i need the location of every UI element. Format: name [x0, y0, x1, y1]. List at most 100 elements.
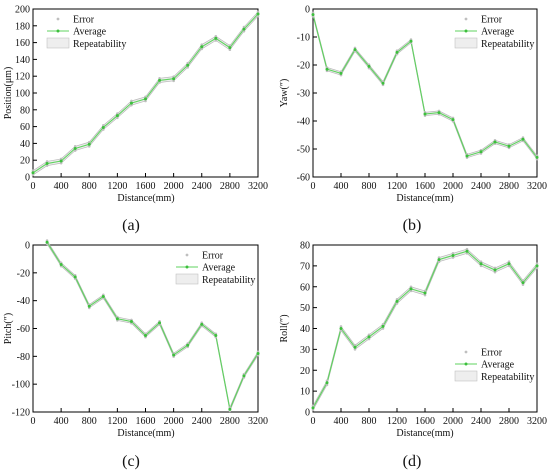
- x-tick-label: 400: [54, 181, 69, 192]
- error-point: [87, 145, 91, 148]
- error-point: [535, 266, 539, 270]
- average-point: [339, 327, 343, 330]
- legend-average-marker: [56, 29, 60, 33]
- y-tick-label: -60: [297, 173, 310, 184]
- average-point: [214, 333, 218, 337]
- y-tick-label: 0: [305, 408, 310, 419]
- average-point: [101, 294, 105, 298]
- average-point: [367, 335, 371, 339]
- y-tick-label: 70: [300, 261, 310, 272]
- average-point: [45, 162, 49, 166]
- average-point: [381, 81, 385, 85]
- average-point: [200, 45, 204, 49]
- legend-average-marker: [464, 362, 468, 366]
- y-tick-label: 60: [300, 282, 310, 293]
- average-point: [451, 253, 455, 257]
- average-point: [521, 281, 525, 285]
- repeatability-band: [313, 12, 537, 160]
- average-point: [158, 78, 162, 82]
- error-point: [339, 325, 343, 328]
- average-point: [115, 317, 119, 321]
- error-point: [437, 260, 441, 264]
- repeatability-band: [33, 11, 258, 175]
- average-point: [59, 159, 63, 163]
- legend-error-label: Error: [202, 251, 224, 262]
- error-point: [214, 35, 218, 38]
- error-point: [59, 157, 63, 161]
- average-point: [73, 275, 77, 279]
- error-point: [116, 112, 119, 115]
- y-tick-label: 100: [15, 89, 30, 100]
- error-point: [311, 404, 315, 408]
- x-tick-label: 0: [311, 181, 316, 192]
- average-point: [353, 345, 357, 349]
- error-point: [186, 61, 189, 65]
- average-point: [158, 321, 162, 325]
- average-point: [256, 12, 260, 16]
- average-point: [465, 154, 469, 158]
- legend-repeatability-label: Repeatability: [73, 39, 126, 50]
- error-point: [45, 164, 49, 167]
- average-point: [325, 67, 329, 71]
- average-point: [507, 262, 511, 266]
- x-axis-label: Distance(mm): [117, 428, 174, 439]
- error-point: [367, 333, 371, 337]
- legend-repeatability-label: Repeatability: [202, 275, 255, 286]
- legend-repeatability-label: Repeatability: [481, 372, 534, 383]
- x-axis-label: Distance(mm): [117, 193, 174, 204]
- average-point: [437, 111, 441, 115]
- average-point: [479, 150, 483, 154]
- average-point: [493, 268, 497, 272]
- average-point: [256, 352, 260, 356]
- error-point: [437, 256, 441, 259]
- y-tick-label: 30: [300, 345, 310, 356]
- x-tick-label: 400: [334, 416, 349, 427]
- panel-label: (b): [403, 217, 422, 234]
- x-tick-label: 2800: [499, 181, 519, 192]
- x-tick-label: 2000: [164, 416, 184, 427]
- average-point: [87, 142, 91, 146]
- repeatability-band: [313, 249, 537, 410]
- error-point: [535, 262, 539, 266]
- error-point: [451, 256, 455, 259]
- average-point: [228, 46, 232, 50]
- legend-repeatability-swatch: [454, 37, 478, 49]
- x-tick-label: 0: [31, 416, 36, 427]
- y-tick-label: 0: [305, 5, 310, 16]
- average-point: [311, 406, 315, 410]
- y-tick-label: 180: [15, 21, 30, 32]
- y-tick-label: 80: [300, 241, 310, 252]
- error-point: [73, 149, 77, 152]
- y-tick-label: -30: [297, 89, 310, 100]
- y-tick-label: 0: [25, 241, 30, 252]
- x-tick-label: 1200: [107, 416, 127, 427]
- error-point: [31, 173, 35, 177]
- legend-average-label: Average: [481, 360, 515, 371]
- x-tick-label: 2800: [499, 416, 519, 427]
- y-axis-label: Yaw(″): [279, 79, 290, 108]
- error-point: [479, 264, 483, 268]
- average-point: [367, 64, 371, 68]
- error-point: [507, 264, 511, 268]
- average-point: [395, 50, 399, 54]
- average-point: [200, 322, 204, 326]
- x-tick-label: 800: [362, 416, 377, 427]
- y-tick-label: 20: [20, 156, 30, 167]
- average-point: [381, 324, 385, 328]
- error-point: [493, 266, 497, 270]
- y-tick-label: 10: [300, 387, 310, 398]
- error-point: [242, 29, 246, 33]
- error-line-upper: [32, 11, 259, 171]
- y-tick-label: 0: [25, 173, 30, 184]
- error-point: [144, 99, 147, 103]
- x-tick-label: 800: [362, 181, 377, 192]
- x-tick-label: 3200: [527, 181, 547, 192]
- average-point: [214, 36, 218, 40]
- error-point: [116, 116, 119, 120]
- error-point: [325, 383, 329, 387]
- error-point: [158, 81, 161, 84]
- x-tick-label: 400: [54, 416, 69, 427]
- error-point: [381, 323, 385, 326]
